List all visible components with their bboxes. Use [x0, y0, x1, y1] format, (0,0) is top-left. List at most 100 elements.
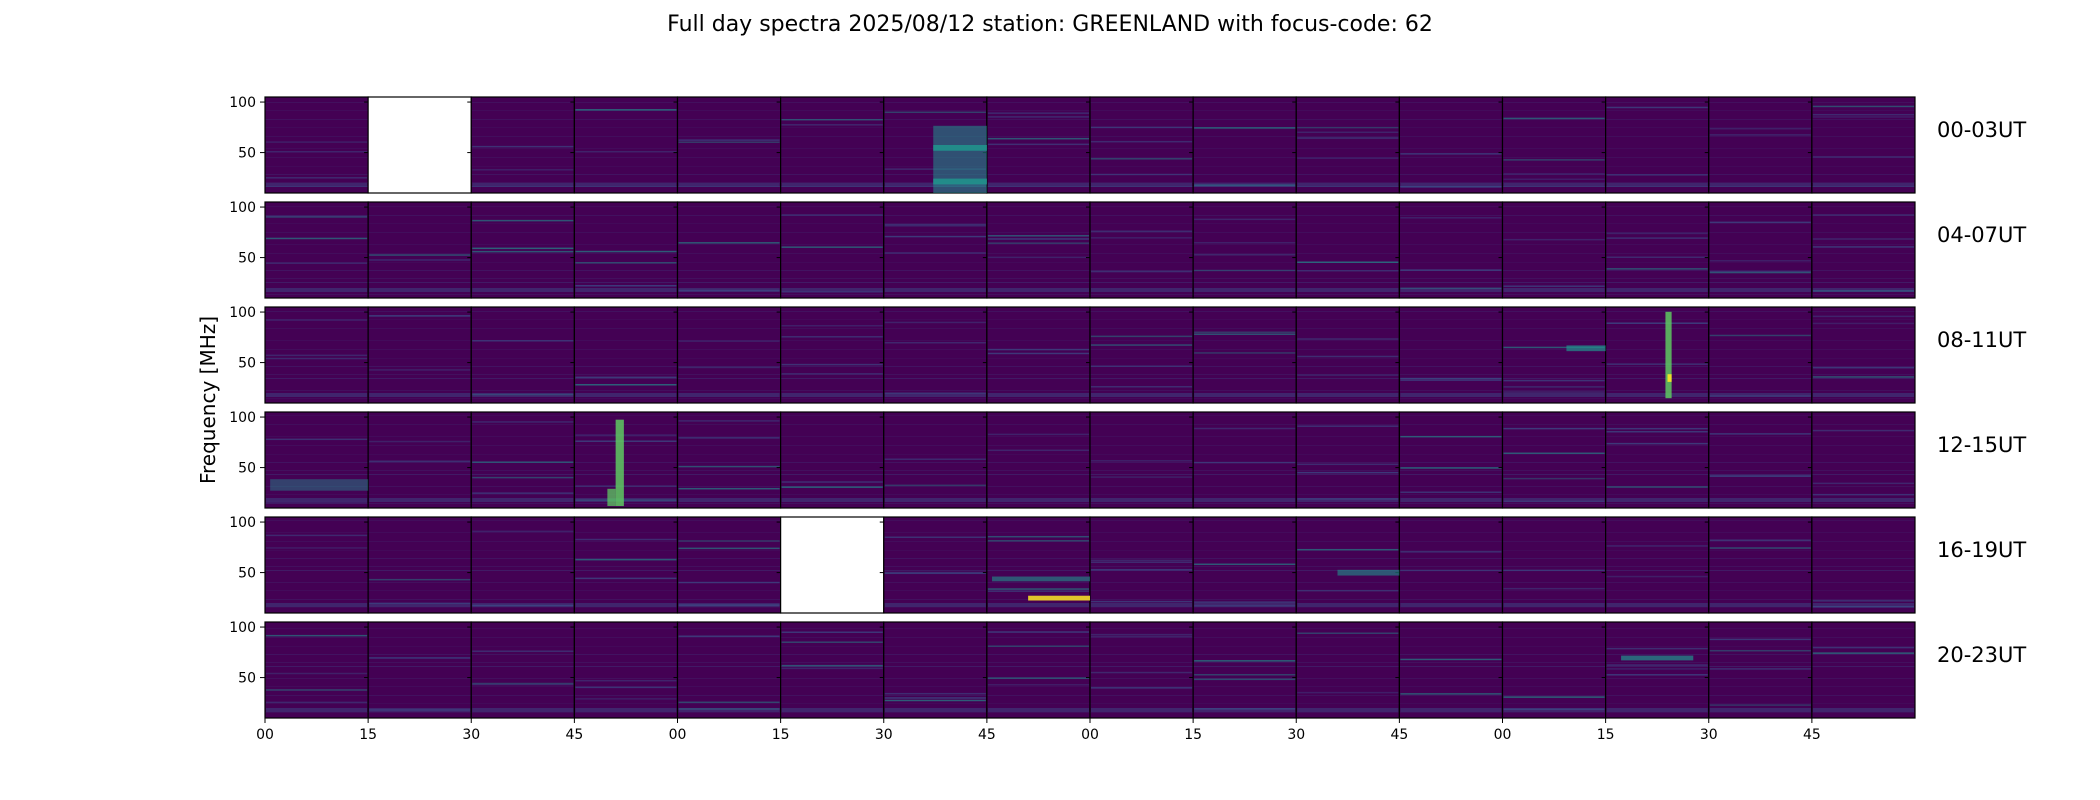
low-frequency-band: [575, 603, 677, 607]
emission-line: [575, 384, 677, 386]
low-frequency-band: [678, 393, 780, 397]
emission-line: [1503, 477, 1605, 480]
spectrum-panel: [264, 621, 369, 719]
emission-line: [884, 458, 986, 460]
spectrum-panel: [676, 306, 782, 404]
emission-line: [1812, 214, 1914, 216]
spectrum-panel: [1398, 306, 1504, 404]
emission-line: [678, 604, 780, 606]
emission-line: [1606, 106, 1708, 109]
spectrum-panel: [676, 96, 782, 194]
spectrum-panel: [883, 411, 988, 509]
spectrum-panel: [1605, 516, 1710, 614]
y-tick-label: 100: [229, 410, 256, 426]
emission-line: [1337, 569, 1400, 576]
low-frequency-band: [1194, 708, 1296, 712]
emission-line: [678, 547, 780, 550]
emission-line: [1297, 338, 1399, 340]
emission-line: [1194, 660, 1296, 662]
spectrum-panel: [1811, 516, 1916, 614]
x-tick-label: 45: [1803, 727, 1821, 743]
emission-line: [678, 420, 780, 422]
emission-line: [1194, 678, 1296, 681]
emission-line: [575, 434, 677, 436]
spectrum-panel: [1501, 516, 1607, 614]
spectrum-panel: [986, 306, 1091, 404]
x-tick-label: 30: [1700, 727, 1718, 743]
emission-line: [472, 461, 574, 463]
spectrum-panel: [1501, 621, 1607, 719]
emission-line: [884, 223, 986, 226]
emission-line: [1503, 117, 1605, 120]
y-tick-label: 50: [238, 671, 256, 687]
low-frequency-band: [1709, 708, 1811, 712]
emission-line: [1812, 493, 1914, 496]
low-frequency-band: [1503, 603, 1605, 607]
y-tick-label: 100: [229, 305, 256, 321]
emission-line: [1400, 287, 1502, 290]
emission-line: [1606, 256, 1708, 259]
emission-line: [781, 124, 883, 126]
x-tick-label: 45: [565, 727, 583, 743]
emission-line: [1091, 600, 1193, 603]
spectrum-panel: [883, 516, 988, 614]
low-frequency-band: [884, 708, 986, 712]
emission-line: [1400, 658, 1502, 661]
emission-line: [1091, 568, 1193, 571]
emission-line: [1091, 385, 1193, 388]
low-frequency-band: [1606, 288, 1708, 292]
spectrum-panel: [883, 201, 988, 299]
y-tick-label: 100: [229, 620, 256, 636]
low-frequency-band: [987, 393, 1089, 397]
x-tick-label: 15: [772, 727, 790, 743]
x-tick-label: 30: [462, 727, 480, 743]
low-frequency-band: [1709, 603, 1811, 607]
emission-line: [781, 291, 883, 293]
emission-line: [1297, 374, 1399, 376]
spectrum-panel-missing: [780, 516, 885, 614]
emission-line: [472, 682, 574, 685]
x-tick-label: 30: [875, 727, 893, 743]
low-frequency-band: [472, 603, 574, 607]
emission-line: [369, 602, 471, 604]
emission-line: [369, 440, 471, 443]
emission-line: [1812, 652, 1914, 654]
emission-line: [678, 139, 780, 141]
emission-line: [1297, 425, 1399, 427]
emission-line: [1297, 261, 1399, 263]
emission-line: [575, 499, 677, 501]
low-frequency-band: [1709, 288, 1811, 292]
emission-line: [1091, 635, 1193, 638]
emission-line: [678, 487, 780, 490]
low-frequency-band: [678, 498, 780, 502]
emission-line: [1400, 153, 1502, 155]
emission-line: [472, 530, 574, 533]
spectrum-panel: [1089, 411, 1194, 509]
spectrum-panel: [1398, 621, 1504, 719]
emission-line: [1194, 184, 1296, 186]
emission-line: [678, 465, 780, 468]
emission-line: [472, 683, 574, 686]
emission-line: [1091, 559, 1193, 562]
emission-line: [369, 254, 471, 256]
emission-line: [1709, 334, 1811, 337]
low-frequency-band: [1297, 393, 1399, 397]
x-tick-label: 00: [1494, 727, 1512, 743]
emission-line: [575, 376, 677, 379]
emission-line: [678, 540, 780, 542]
emission-line: [266, 215, 368, 218]
emission-line: [266, 150, 368, 153]
low-frequency-band: [266, 288, 368, 292]
spectrum-panel: [1295, 96, 1400, 194]
emission-line: [1606, 232, 1708, 235]
emission-line: [369, 657, 471, 659]
spectrum-panel: [780, 306, 885, 404]
spectrum-panel: [1089, 621, 1194, 719]
emission-line: [1400, 379, 1502, 381]
low-frequency-band: [266, 498, 368, 502]
emission-line: [1091, 561, 1193, 563]
emission-line: [1812, 366, 1914, 369]
emission-line: [1606, 268, 1708, 270]
emission-line: [575, 440, 677, 442]
emission-line: [1812, 429, 1914, 432]
